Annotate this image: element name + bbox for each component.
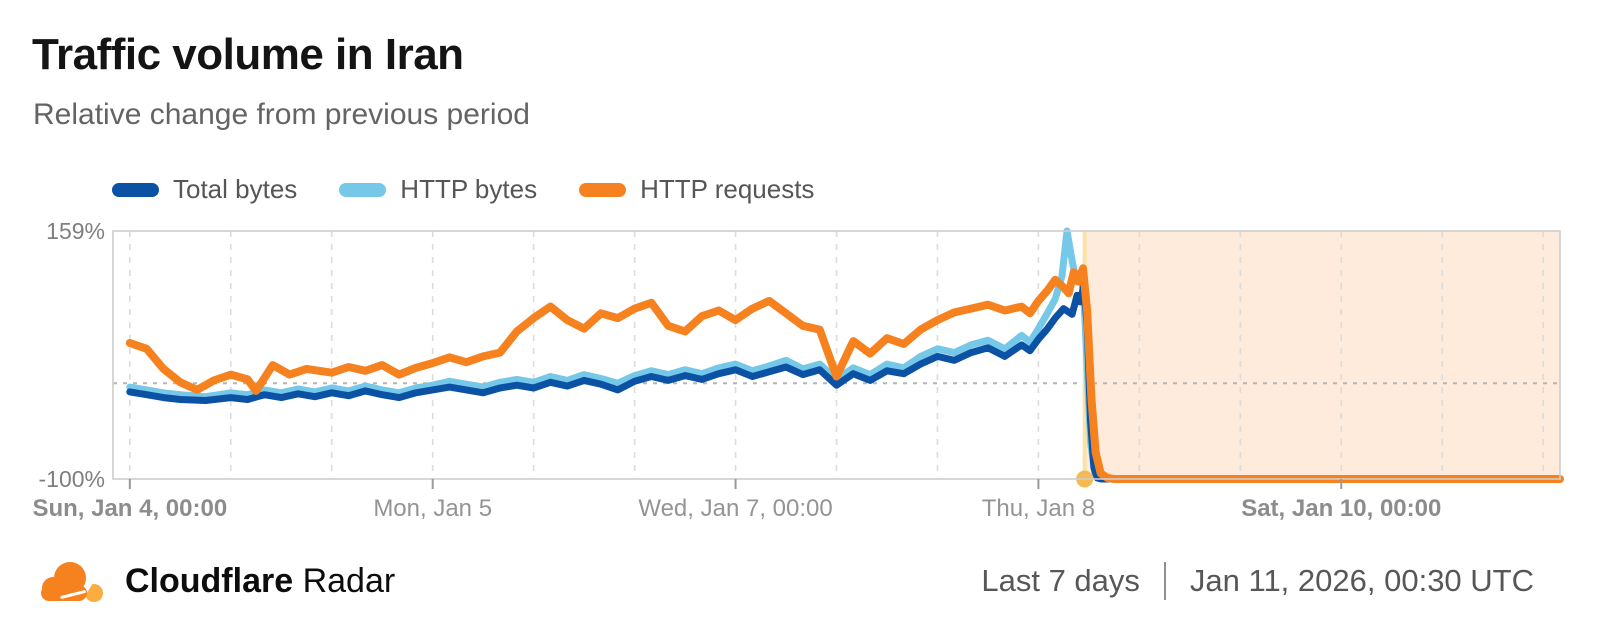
y-axis-label-bottom: -100%	[39, 466, 105, 492]
legend-swatch	[112, 182, 159, 197]
chart-area[interactable]: Sun, Jan 4, 00:00 Mon, Jan 5 Wed, Jan 7, 0…	[0, 210, 1600, 520]
footer-meta: Last 7 days Jan 11, 2026, 00:30 UTC	[981, 562, 1534, 600]
legend-item-http-bytes[interactable]: HTTP bytes	[339, 174, 537, 205]
legend-item-total-bytes[interactable]: Total bytes	[112, 174, 297, 205]
x-tick-label: Sun, Jan 4, 00:00	[32, 495, 227, 520]
legend-item-label: HTTP bytes	[400, 174, 538, 204]
legend-swatch	[339, 182, 387, 197]
legend-swatch	[579, 182, 627, 197]
series-line-http-bytes	[126, 227, 1564, 483]
brand-text: Cloudflare Radar	[125, 562, 395, 601]
x-tick-label: Mon, Jan 5	[373, 495, 492, 520]
legend-item-label: Total bytes	[173, 174, 298, 204]
plot-border	[112, 230, 1561, 480]
footer-divider	[1163, 562, 1166, 600]
x-tick-label: Wed, Jan 7, 00:00	[638, 495, 832, 520]
chart-legend: Total bytes HTTP bytes HTTP requests	[112, 174, 814, 205]
page-subtitle: Relative change from previous period	[33, 98, 530, 131]
chart-svg: Sun, Jan 4, 00:00 Mon, Jan 5 Wed, Jan 7, 0…	[32, 218, 1564, 520]
cloudflare-logo-icon	[41, 562, 103, 605]
timestamp-label: Jan 11, 2026, 00:30 UTC	[1189, 563, 1534, 598]
series-line-http-requests	[125, 264, 1564, 483]
y-axis-label-top: 159%	[46, 218, 105, 244]
legend-item-http-requests[interactable]: HTTP requests	[579, 174, 814, 205]
brand-cloudflare: Cloudflare	[125, 561, 294, 600]
page-title: Traffic volume in Iran	[32, 30, 464, 79]
cloudflare-radar-link[interactable]: Cloudflare Radar	[30, 557, 395, 605]
brand-radar: Radar	[302, 561, 396, 600]
outage-shaded-region	[1084, 231, 1560, 479]
x-tick-label: Thu, Jan 8	[982, 495, 1095, 520]
footer: Cloudflare Radar Last 7 days Jan 11, 202…	[0, 545, 1600, 617]
legend-item-label: HTTP requests	[640, 174, 815, 204]
x-tick-label: Sat, Jan 10, 00:00	[1241, 495, 1441, 520]
series-line-total-bytes	[126, 281, 1564, 483]
date-range-label: Last 7 days	[981, 563, 1140, 598]
